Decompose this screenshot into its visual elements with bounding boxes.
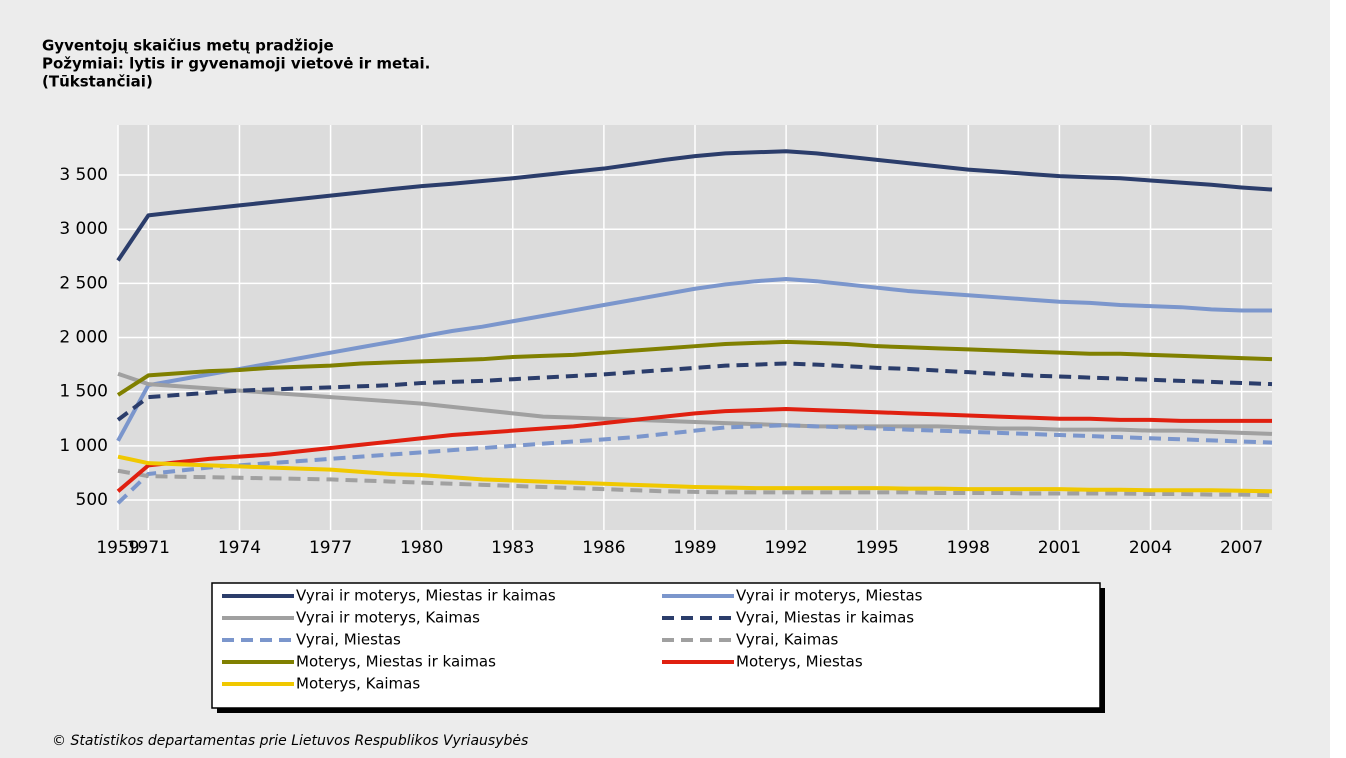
- y-tick-label: 1 500: [59, 382, 108, 402]
- legend-label: Moterys, Kaimas: [296, 675, 420, 693]
- y-tick-label: 2 000: [59, 328, 108, 348]
- chart-subtitle: Požymiai: lytis ir gyvenamoji vietovė ir…: [42, 55, 430, 73]
- x-tick-label: 1977: [309, 538, 352, 558]
- x-tick-label: 1986: [582, 538, 625, 558]
- series-line: [116, 407, 1272, 493]
- x-tick-label: 1992: [764, 538, 807, 558]
- chart-unit: (Tūkstančiai): [42, 73, 153, 91]
- series-line: [116, 361, 1273, 422]
- y-tick-label: 3 500: [59, 165, 108, 185]
- legend: [211, 582, 1101, 709]
- y-tick-label: 2 500: [59, 273, 108, 293]
- series-line: [116, 423, 1273, 505]
- legend-label: Vyrai, Kaimas: [736, 631, 839, 649]
- series-line: [116, 149, 1273, 262]
- x-tick-label: 1983: [491, 538, 534, 558]
- x-tick-label: 1995: [856, 538, 899, 558]
- x-tick-label: 1998: [947, 538, 990, 558]
- y-tick-label: 3 000: [59, 219, 108, 239]
- legend-label: Vyrai ir moterys, Kaimas: [296, 609, 480, 627]
- legend-label: Vyrai ir moterys, Miestas ir kaimas: [296, 587, 556, 605]
- right-strip: [1330, 0, 1346, 758]
- x-tick-label: 1989: [673, 538, 716, 558]
- x-tick-label: 1980: [400, 538, 443, 558]
- legend-label: Vyrai ir moterys, Miestas: [736, 587, 923, 605]
- x-tick-label: 2004: [1129, 538, 1172, 558]
- y-tick-label: 1 000: [59, 436, 108, 456]
- y-tick-label: 500: [76, 490, 108, 510]
- series-line: [116, 339, 1273, 397]
- legend-label: Vyrai, Miestas: [296, 631, 401, 649]
- x-tick-label: 2007: [1220, 538, 1263, 558]
- chart-title: Gyventojų skaičius metų pradžioje: [42, 37, 334, 55]
- legend-label: Moterys, Miestas: [736, 653, 863, 671]
- x-tick-label: 1971: [127, 538, 170, 558]
- series-line: [116, 277, 1272, 442]
- legend-label: Vyrai, Miestas ir kaimas: [736, 609, 914, 627]
- series-line: [117, 454, 1273, 494]
- series-line: [117, 468, 1273, 498]
- x-tick-label: 2001: [1038, 538, 1081, 558]
- x-tick-label: 1974: [218, 538, 261, 558]
- series-line: [117, 371, 1273, 436]
- legend-label: Moterys, Miestas ir kaimas: [296, 653, 496, 671]
- x-tick-label: 1959: [96, 538, 139, 558]
- footer: © Statistikos departamentas prie Lietuvo…: [52, 733, 528, 749]
